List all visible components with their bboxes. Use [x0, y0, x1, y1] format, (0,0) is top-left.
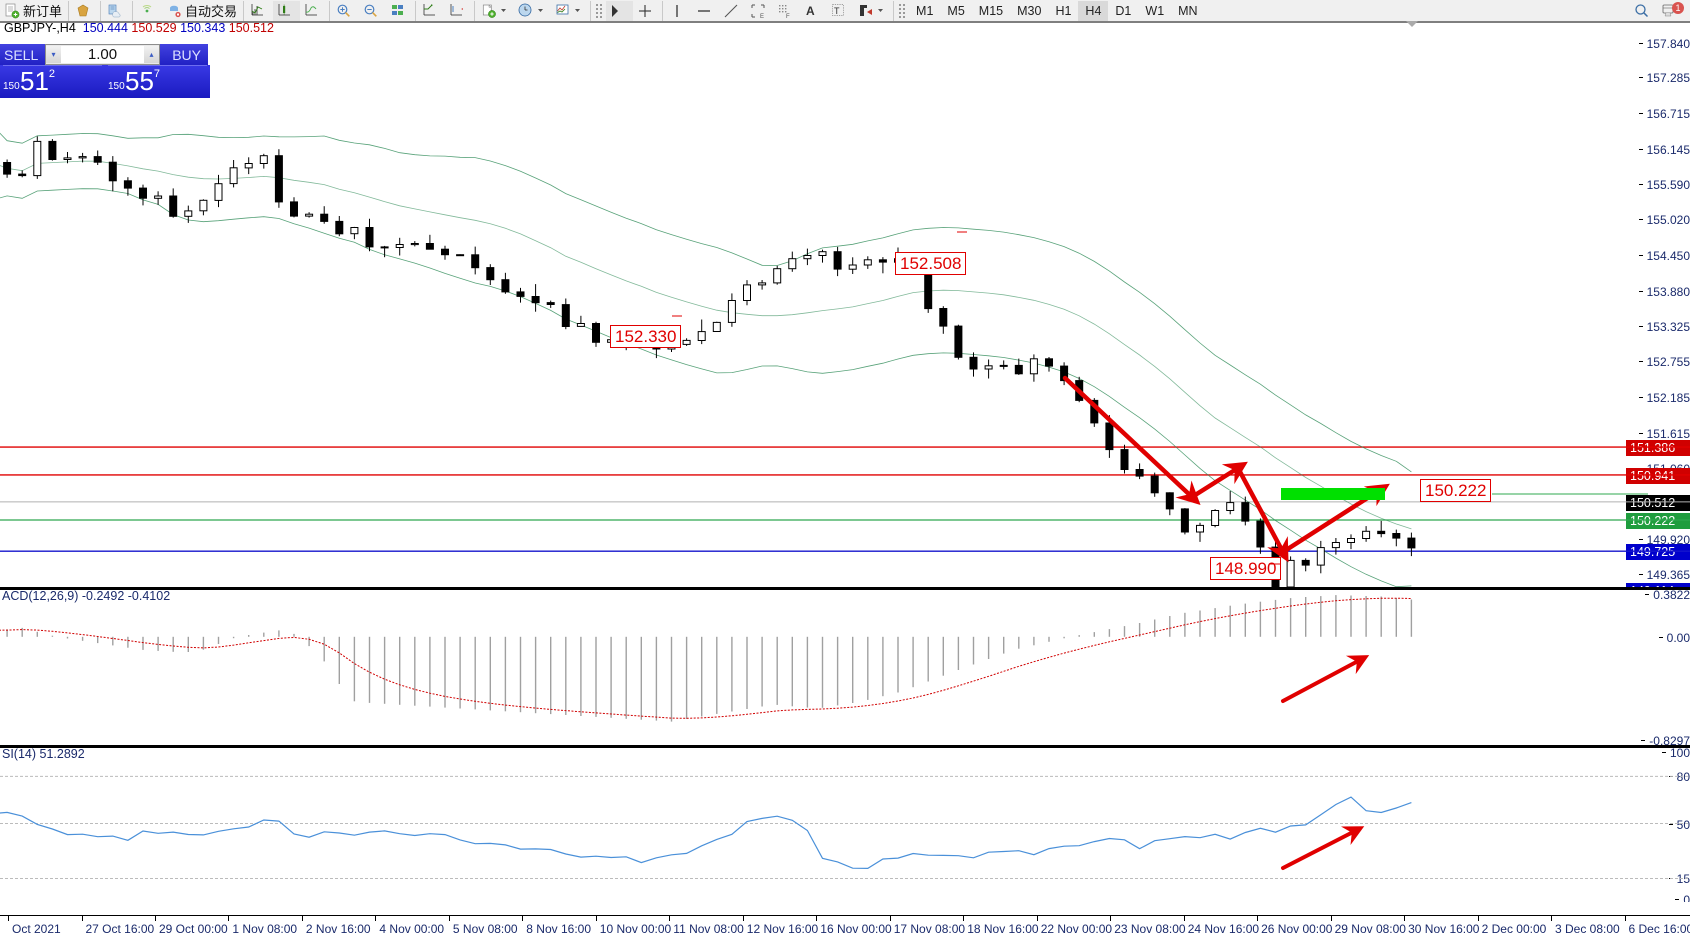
svg-text:F: F — [786, 14, 790, 19]
svg-text:T: T — [834, 6, 840, 16]
svg-text:A: A — [806, 4, 815, 18]
svg-text:E: E — [760, 14, 764, 19]
